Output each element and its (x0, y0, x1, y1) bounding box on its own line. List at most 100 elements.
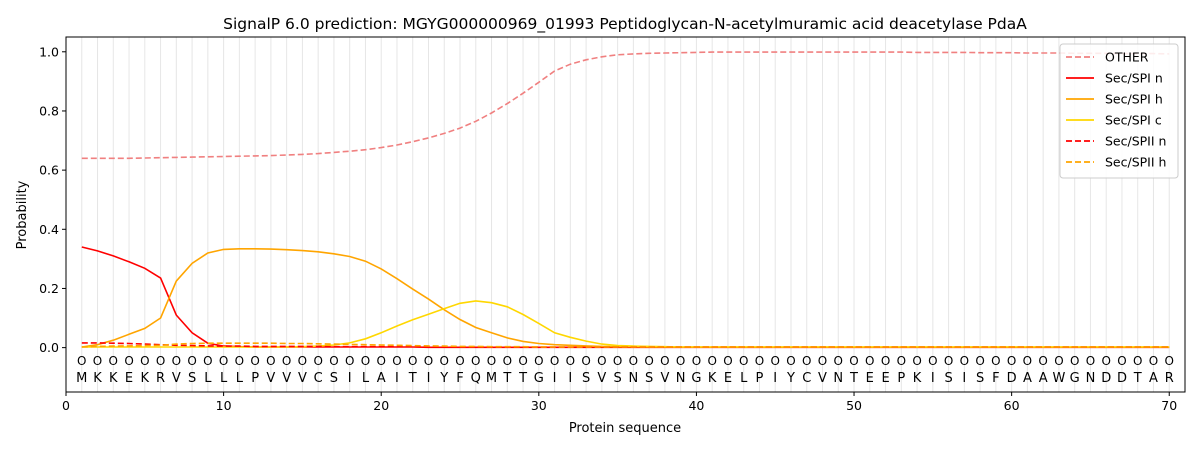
residue-label: V (597, 371, 606, 386)
legend-label: Sec/SPII h (1105, 155, 1166, 170)
x-axis-ticks: 0 10 20 30 40 50 60 70 (62, 392, 1177, 413)
residue-marker: O (755, 354, 764, 368)
residue-label: S (188, 371, 196, 386)
residue-marker: O (770, 354, 779, 368)
residue-label: E (881, 371, 889, 386)
residue-marker: O (219, 354, 228, 368)
residue-marker: O (408, 354, 417, 368)
residue-marker: O (156, 354, 165, 368)
residue-label: M (76, 371, 87, 386)
residue-marker: O (897, 354, 906, 368)
residue-marker: O (329, 354, 338, 368)
residue-marker: O (613, 354, 622, 368)
x-tick-label: 0 (62, 398, 70, 413)
residue-label: S (330, 371, 338, 386)
residue-marker: O (172, 354, 181, 368)
x-tick-label: 70 (1161, 398, 1177, 413)
residue-marker: O (1038, 354, 1047, 368)
y-tick-label: 0.6 (39, 163, 59, 178)
residue-label: P (897, 371, 905, 386)
residue-marker: O (250, 354, 259, 368)
residue-marker: O (235, 354, 244, 368)
residue-marker: O (124, 354, 133, 368)
series-line-sec-spii-h (81, 342, 1170, 348)
residue-label: L (220, 371, 228, 386)
residue-marker: O (644, 354, 653, 368)
residue-label: I (348, 371, 352, 386)
residue-label: S (976, 371, 984, 386)
residue-marker: O (739, 354, 748, 368)
residue-label: V (172, 371, 181, 386)
x-tick-label: 10 (216, 398, 232, 413)
residue-marker: O (266, 354, 275, 368)
y-tick-label: 0.2 (39, 281, 59, 296)
residue-label: N (629, 371, 639, 386)
residue-label: K (109, 371, 118, 386)
residue-label: K (141, 371, 150, 386)
residue-marker: O (566, 354, 575, 368)
legend-label: Sec/SPI c (1105, 113, 1162, 128)
residue-marker: O (849, 354, 858, 368)
x-axis-label: Protein sequence (569, 421, 681, 436)
x-tick-label: 20 (373, 398, 389, 413)
x-tick-label: 50 (846, 398, 862, 413)
residue-marker: O (298, 354, 307, 368)
residue-label: A (1039, 371, 1048, 386)
series-line-sec-spi-c (81, 300, 1170, 348)
residue-marker: O (440, 354, 449, 368)
residue-marker: O (802, 354, 811, 368)
residue-label: T (849, 371, 858, 386)
residue-marker: O (1007, 354, 1016, 368)
residue-marker: O (581, 354, 590, 368)
series-line-sec-spi-h (81, 248, 1170, 348)
residue-marker: O (1149, 354, 1158, 368)
residue-marker: O (597, 354, 606, 368)
residue-marker: O (818, 354, 827, 368)
residue-marker: O (1101, 354, 1110, 368)
legend: OTHER Sec/SPI n Sec/SPI h Sec/SPI c Sec/SPII… (1059, 43, 1179, 179)
residue-label: E (724, 371, 732, 386)
residue-label: V (298, 371, 307, 386)
residue-label: T (408, 371, 417, 386)
residue-label: L (740, 371, 748, 386)
residue-marker: O (1070, 354, 1079, 368)
residue-label: G (1070, 371, 1080, 386)
residue-label: S (645, 371, 653, 386)
residue-marker: O (487, 354, 496, 368)
legend-label: Sec/SPI n (1105, 71, 1163, 86)
residue-marker: O (707, 354, 716, 368)
residue-marker: O (1117, 354, 1126, 368)
residue-label: I (553, 371, 557, 386)
residue-marker: O (912, 354, 921, 368)
residue-marker: O (786, 354, 795, 368)
legend-label: OTHER (1105, 50, 1149, 65)
residue-marker: O (1086, 354, 1095, 368)
residue-marker: O (676, 354, 685, 368)
residue-label: R (1165, 371, 1174, 386)
residue-label: R (156, 371, 165, 386)
series-line-other (81, 51, 1170, 160)
y-axis-label: Probability (15, 180, 30, 249)
residue-marker: O (834, 354, 843, 368)
residue-marker: O (975, 354, 984, 368)
residue-marker: O (1165, 354, 1174, 368)
y-axis-ticks: 0.0 0.2 0.4 0.6 0.8 1.0 (39, 44, 66, 355)
residue-label: L (204, 371, 212, 386)
residue-marker: O (361, 354, 370, 368)
residue-label: N (833, 371, 843, 386)
residue-label: L (236, 371, 244, 386)
residue-label: M (486, 371, 497, 386)
residue-marker: O (629, 354, 638, 368)
residue-marker: O (282, 354, 291, 368)
residue-label: I (568, 371, 572, 386)
residue-marker: O (960, 354, 969, 368)
residue-marker: O (991, 354, 1000, 368)
residue-marker: O (93, 354, 102, 368)
residue-marker: O (392, 354, 401, 368)
x-tick-label: 40 (688, 398, 704, 413)
residue-label: S (582, 371, 590, 386)
series-line-sec-spi-n (81, 246, 1170, 349)
residue-label: D (1007, 371, 1017, 386)
residue-label: V (818, 371, 827, 386)
